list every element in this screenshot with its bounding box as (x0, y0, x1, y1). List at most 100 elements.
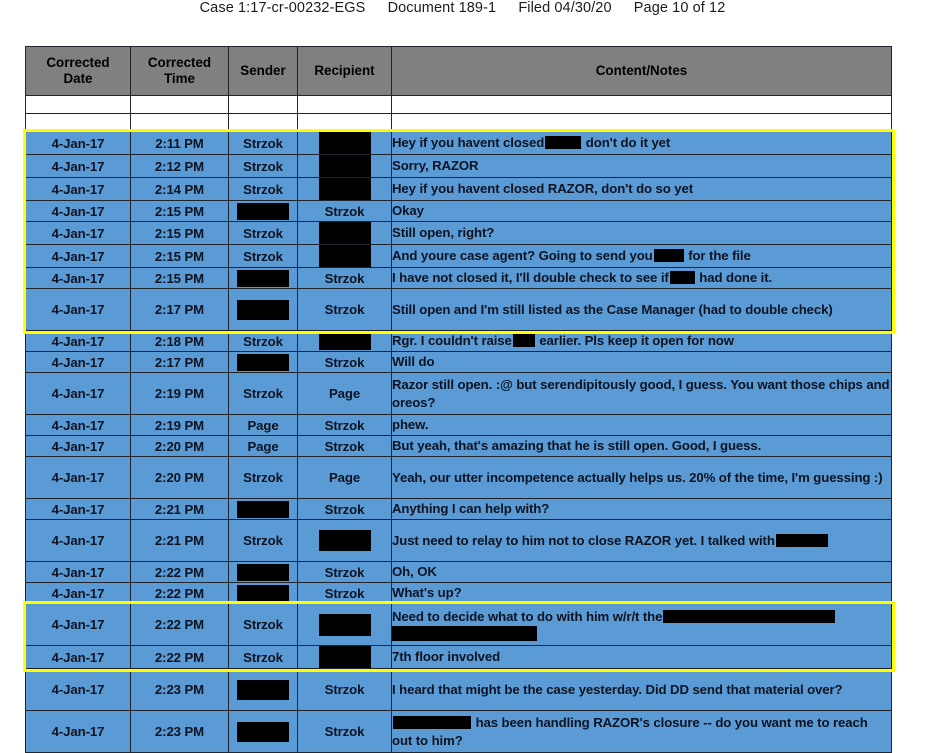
cell-content-notes: Oh, OK (391, 561, 892, 583)
table-row[interactable]: 4-Jan-17 2:15 PM Strzok Okay (25, 200, 892, 222)
cell-sender (228, 351, 298, 373)
content-text: I have not closed it, I'll double check … (392, 270, 773, 286)
redaction-block (318, 178, 371, 200)
header-line-2: Time (163, 71, 195, 86)
cell-corrected-time: 2:19 PM (130, 372, 229, 415)
table-row[interactable]: 4-Jan-17 2:19 PM Page Strzok phew. (25, 414, 892, 436)
cell-content-notes: Will do (391, 351, 892, 373)
table-row[interactable]: 4-Jan-17 2:19 PM Strzok Page Razor still ope… (25, 372, 892, 415)
cell-content-notes: Yeah, our utter incompetence actually he… (391, 456, 892, 499)
header-line-1: Corrected (46, 55, 110, 71)
table-row[interactable]: 4-Jan-17 2:22 PM Strzok 7th floor involved (25, 645, 892, 669)
cell-content-notes: Still open, right? (391, 221, 892, 245)
table-row[interactable]: 4-Jan-17 2:15 PM Strzok I have not closed i… (25, 267, 892, 289)
cell-recipient (297, 603, 392, 646)
redaction-block (393, 715, 471, 729)
table-row[interactable]: 4-Jan-17 2:22 PM Strzok What's up? (25, 582, 892, 604)
content-text: Okay (392, 203, 424, 219)
court-filing-stamp: Case 1:17-cr-00232-EGS Document 189-1 Fi… (0, 0, 925, 16)
redaction-block (318, 245, 371, 267)
blank-cell (297, 95, 392, 114)
cell-corrected-date: 4-Jan-17 (25, 288, 131, 331)
stamp-page-number: Page 10 of 12 (633, 0, 726, 16)
content-text: Sorry, RAZOR (392, 158, 479, 174)
content-text: has been handling RAZOR's closure -- do … (392, 714, 868, 748)
cell-recipient: Strzok (297, 351, 392, 373)
cell-sender: Strzok (228, 154, 298, 178)
cell-corrected-date: 4-Jan-17 (25, 435, 131, 457)
redaction-block (237, 269, 289, 287)
redaction-block (512, 334, 535, 348)
cell-content-notes: Just need to relay to him not to close R… (391, 519, 892, 562)
table-row[interactable]: 4-Jan-17 2:17 PM Strzok Will do (25, 351, 892, 373)
cell-recipient (297, 330, 392, 352)
content-text: Still open, right? (392, 225, 495, 241)
column-header-content-notes: Content/Notes (391, 46, 892, 96)
cell-recipient: Strzok (297, 498, 392, 520)
cell-corrected-time: 2:11 PM (130, 131, 229, 155)
cell-content-notes: I have not closed it, I'll double check … (391, 267, 892, 289)
cell-corrected-date: 4-Jan-17 (25, 177, 131, 201)
table-row[interactable]: 4-Jan-17 2:20 PM Strzok Page Yeah, our utter… (25, 456, 892, 499)
table-row[interactable]: 4-Jan-17 2:23 PM Strzok has been handling … (25, 710, 892, 753)
table-row[interactable]: 4-Jan-17 2:11 PM Strzok Hey if you havent c… (25, 131, 892, 155)
table-row[interactable]: 4-Jan-17 2:21 PM Strzok Just need to relay … (25, 519, 892, 562)
redaction-block (318, 222, 371, 244)
blank-cell (228, 113, 298, 132)
blank-cell (25, 113, 131, 132)
table-row[interactable]: 4-Jan-17 2:23 PM Strzok I heard that might … (25, 668, 892, 711)
stamp-case-number: Case 1:17-cr-00232-EGS (199, 0, 366, 16)
cell-content-notes: And youre case agent? Going to send you … (391, 244, 892, 268)
cell-corrected-time: 2:17 PM (130, 288, 229, 331)
content-text: Still open and I'm still listed as the C… (392, 301, 833, 317)
cell-corrected-time: 2:23 PM (130, 668, 229, 711)
table-row[interactable]: 4-Jan-17 2:12 PM Strzok Sorry, RAZOR (25, 154, 892, 178)
cell-sender (228, 267, 298, 289)
cell-sender: Strzok (228, 519, 298, 562)
table-row[interactable]: 4-Jan-17 2:15 PM Strzok Still open, right? (25, 221, 892, 245)
cell-content-notes: Okay (391, 200, 892, 222)
cell-corrected-time: 2:22 PM (130, 561, 229, 583)
column-header-corrected-date: Corrected Date (25, 46, 131, 96)
redaction-block (237, 721, 289, 742)
cell-corrected-date: 4-Jan-17 (25, 200, 131, 222)
table-row[interactable]: 4-Jan-17 2:17 PM Strzok Still open and I'm … (25, 288, 892, 331)
cell-recipient: Strzok (297, 668, 392, 711)
cell-corrected-time: 2:22 PM (130, 603, 229, 646)
content-text: Razor still open. :@ but serendipitously… (392, 376, 890, 410)
cell-corrected-date: 4-Jan-17 (25, 221, 131, 245)
cell-content-notes: Razor still open. :@ but serendipitously… (391, 372, 892, 415)
content-text: phew. (392, 417, 429, 433)
cell-content-notes: Anything I can help with? (391, 498, 892, 520)
redaction-block (669, 271, 695, 285)
cell-recipient (297, 244, 392, 268)
cell-sender (228, 668, 298, 711)
table-row[interactable]: 4-Jan-17 2:15 PM Strzok And youre case agen… (25, 244, 892, 268)
cell-recipient: Strzok (297, 414, 392, 436)
redaction-block (318, 646, 371, 668)
redaction-block (318, 530, 371, 551)
table-row[interactable]: 4-Jan-17 2:14 PM Strzok Hey if you havent c… (25, 177, 892, 201)
cell-recipient (297, 131, 392, 155)
content-text: Rgr. I couldn't raise earlier. Pls keep … (392, 333, 734, 349)
table-row[interactable]: 4-Jan-17 2:18 PM Strzok Rgr. I couldn't rai… (25, 330, 892, 352)
blank-cell (228, 95, 298, 114)
table-row[interactable]: 4-Jan-17 2:22 PM Strzok Oh, OK (25, 561, 892, 583)
table-row[interactable]: 4-Jan-17 2:20 PM Page Strzok But yeah, that'… (25, 435, 892, 457)
table-row[interactable]: 4-Jan-17 2:21 PM Strzok Anything I can help… (25, 498, 892, 520)
cell-content-notes: I heard that might be the case yesterday… (391, 668, 892, 711)
content-text: Oh, OK (392, 564, 437, 580)
cell-sender: Strzok (228, 645, 298, 669)
cell-corrected-date: 4-Jan-17 (25, 154, 131, 178)
cell-corrected-time: 2:15 PM (130, 244, 229, 268)
cell-recipient (297, 519, 392, 562)
cell-recipient: Strzok (297, 710, 392, 753)
cell-sender: Strzok (228, 603, 298, 646)
cell-sender (228, 710, 298, 753)
blank-cell (391, 113, 892, 132)
cell-corrected-date: 4-Jan-17 (25, 561, 131, 583)
redaction-block (392, 625, 537, 641)
cell-corrected-time: 2:15 PM (130, 200, 229, 222)
cell-content-notes: Sorry, RAZOR (391, 154, 892, 178)
table-row[interactable]: 4-Jan-17 2:22 PM Strzok Need to decide what… (25, 603, 892, 646)
